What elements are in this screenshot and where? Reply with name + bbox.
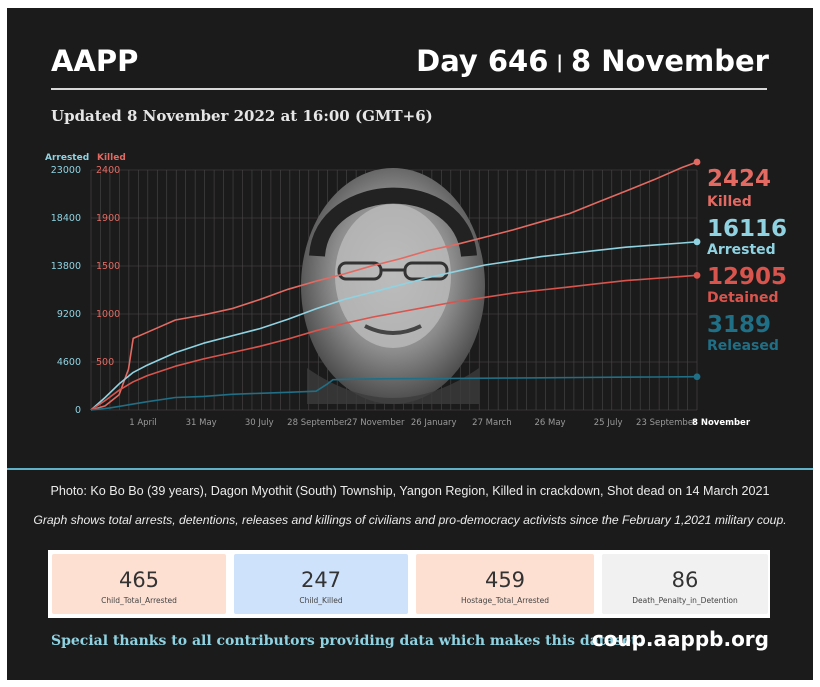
x-tick-label: 26 May (534, 418, 565, 428)
left-tick-label: 18400 (51, 213, 81, 224)
section-divider (7, 468, 813, 470)
x-tick-label: 1 April (129, 418, 157, 428)
stat-value: 459 (484, 568, 526, 592)
stat-label: Child_Killed (299, 596, 343, 605)
right-axis-title: Killed (97, 153, 126, 163)
killed-tick-label: 1900 (96, 213, 120, 224)
stat-label: Hostage_Total_Arrested (461, 596, 549, 605)
photo-caption: Photo: Ko Bo Bo (39 years), Dagon Myothi… (50, 484, 770, 498)
series-line-released (90, 375, 698, 411)
series-end-value-arrested: 16116 (707, 216, 787, 242)
stat-value: 247 (300, 568, 342, 592)
stat-card-child-total-arrested: 465 Child_Total_Arrested (52, 554, 226, 614)
series-line-killed (90, 161, 698, 411)
series-end-point-killed (693, 158, 701, 166)
series-end-point-arrested (693, 238, 701, 246)
series-end-label-released: Released (707, 338, 779, 354)
report-date: 8 November (571, 44, 769, 78)
chart-labels: Arrested Killed 23000 18400 13800 9200 4600 0 24… (45, 153, 787, 428)
left-axis-title: Arrested (45, 153, 89, 163)
updated-timestamp: Updated 8 November 2022 at 16:00 (GMT+6) (51, 107, 433, 125)
series-line-arrested (90, 241, 698, 411)
x-tick-label: 23 September (636, 418, 697, 428)
stat-label: Child_Total_Arrested (101, 596, 177, 605)
left-tick-label: 9200 (57, 309, 81, 320)
x-tick-label: 27 November (347, 418, 405, 428)
x-tick-label: 26 January (411, 418, 457, 428)
x-tick-label: 28 September (287, 418, 348, 428)
day-date-title: Day 646 | 8 November (416, 44, 769, 78)
killed-tick-label: 2400 (96, 165, 120, 176)
title-separator: | (556, 52, 563, 73)
series-end-value-killed: 2424 (707, 166, 771, 192)
series-end-label-detained: Detained (707, 290, 779, 306)
left-tick-label: 13800 (51, 261, 81, 272)
series-line-detained (90, 274, 698, 411)
stats-bar: 465 Child_Total_Arrested 247 Child_Kille… (48, 550, 770, 618)
killed-tick-label: 500 (96, 357, 114, 368)
left-tick-label: 4600 (57, 357, 81, 368)
series-end-label-killed: Killed (707, 194, 752, 210)
chart-series (90, 158, 701, 411)
x-end-label: 8 November (692, 418, 751, 428)
cumulative-line-chart: Arrested Killed 23000 18400 13800 9200 4600 0 24… (45, 153, 787, 428)
x-tick-label: 25 July (594, 418, 623, 428)
stat-card-hostage-total-arrested: 459 Hostage_Total_Arrested (416, 554, 594, 614)
killed-tick-label: 1500 (96, 261, 120, 272)
x-tick-label: 31 May (186, 418, 217, 428)
stat-value: 465 (118, 568, 160, 592)
series-end-value-released: 3189 (707, 312, 771, 338)
stat-label: Death_Penalty_in_Detention (632, 596, 738, 605)
org-title: AAPP (51, 44, 139, 78)
left-tick-label: 23000 (51, 165, 81, 176)
x-tick-label: 27 March (472, 418, 511, 428)
stat-card-child-killed: 247 Child_Killed (234, 554, 408, 614)
x-tick-label: 30 July (245, 418, 274, 428)
killed-tick-label: 1000 (96, 309, 120, 320)
left-tick-label: 0 (75, 405, 81, 416)
graph-note: Graph shows total arrests, detentions, r… (33, 513, 787, 527)
series-end-label-arrested: Arrested (707, 242, 776, 258)
infographic-frame: AAPP Day 646 | 8 November Updated 8 Novemb… (7, 8, 813, 680)
day-counter: Day 646 (416, 44, 549, 78)
series-end-point-released (693, 373, 701, 381)
stat-card-death-penalty-in-detention: 86 Death_Penalty_in_Detention (602, 554, 768, 614)
stat-value: 86 (671, 568, 699, 592)
header-rule (51, 88, 767, 90)
series-end-point-detained (693, 271, 701, 279)
thanks-note: Special thanks to all contributors provi… (51, 633, 643, 649)
series-end-value-detained: 12905 (707, 264, 787, 290)
website-link[interactable]: coup.aappb.org (591, 627, 769, 651)
